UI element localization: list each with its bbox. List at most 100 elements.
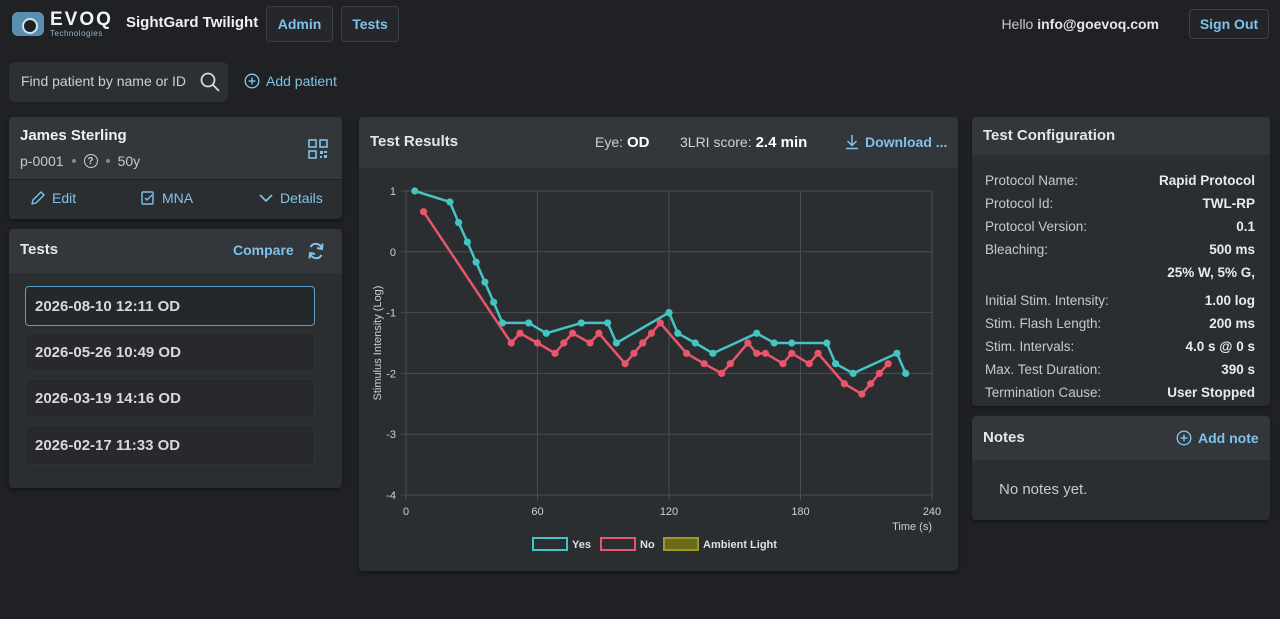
sign-out-button[interactable]: Sign Out: [1189, 9, 1269, 39]
config-value: Rapid Protocol: [1158, 173, 1255, 188]
legend-label: Yes: [572, 539, 591, 551]
app-title: SightGard Twilight: [126, 14, 259, 31]
refresh-icon[interactable]: [306, 241, 326, 261]
top-bar: EVOQ Technologies SightGard Twilight Adm…: [0, 0, 1280, 48]
notes-panel: Notes Add note No notes yet.: [972, 416, 1270, 520]
mna-button[interactable]: MNA: [140, 190, 193, 206]
legend-label: Ambient Light: [703, 539, 777, 551]
legend-swatch: [663, 537, 699, 551]
data-point-yes: [753, 329, 761, 337]
download-button[interactable]: Download ...: [845, 134, 947, 150]
y-tick-label: -4: [386, 490, 396, 502]
help-icon[interactable]: ?: [83, 154, 98, 168]
data-point-no: [814, 349, 822, 357]
data-point-yes: [498, 319, 507, 327]
config-header: Test Configuration: [972, 117, 1270, 155]
data-point-yes: [709, 349, 717, 357]
config-value: 0.1: [1236, 219, 1255, 234]
data-point-no: [718, 369, 726, 377]
add-note-label: Add note: [1198, 430, 1259, 446]
data-point-yes: [525, 319, 533, 327]
config-label: Protocol Version:: [985, 219, 1088, 234]
data-point-yes: [472, 258, 480, 266]
compare-button[interactable]: Compare: [233, 242, 294, 258]
data-point-yes: [490, 298, 498, 306]
data-point-no: [533, 339, 542, 347]
eye-label: Eye:: [595, 134, 624, 150]
admin-nav-button[interactable]: Admin: [266, 6, 333, 42]
data-point-no: [551, 349, 559, 357]
config-value: TWL-RP: [1202, 196, 1255, 211]
tests-header: Tests Compare: [9, 229, 342, 273]
data-point-yes: [902, 369, 910, 377]
y-tick-label: -1: [386, 308, 396, 320]
config-label: Termination Cause:: [985, 385, 1102, 400]
data-point-no: [516, 329, 524, 337]
data-point-yes: [665, 309, 673, 317]
test-list-item[interactable]: 2026-02-17 11:33 OD: [25, 425, 315, 465]
mna-label: MNA: [162, 190, 194, 206]
config-label: Max. Test Duration:: [985, 362, 1102, 377]
config-value-secondary: 25% W, 5% G,: [1167, 265, 1255, 280]
x-tick-label: 180: [791, 506, 809, 518]
x-axis-label: Time (s): [892, 521, 932, 533]
data-point-no: [779, 360, 787, 368]
config-label: Stim. Intervals:: [985, 339, 1075, 354]
config-value: 200 ms: [1209, 316, 1255, 331]
config-value: 4.0 s @ 0 s: [1185, 339, 1255, 354]
add-note-button[interactable]: Add note: [1176, 430, 1259, 446]
data-point-no: [875, 369, 884, 377]
config-value: User Stopped: [1167, 385, 1255, 400]
data-point-yes: [612, 339, 620, 347]
data-point-yes: [542, 329, 550, 337]
y-tick-label: -3: [386, 429, 396, 441]
qr-code-icon[interactable]: [308, 139, 328, 159]
checklist-icon: [141, 191, 154, 205]
separator-dot: [71, 159, 76, 163]
data-point-no: [753, 349, 761, 357]
tests-nav-button[interactable]: Tests: [341, 6, 399, 42]
data-point-yes: [823, 339, 831, 347]
results-title: Test Results: [370, 133, 459, 150]
config-value: 390 s: [1221, 362, 1255, 377]
patient-name: James Sterling: [20, 127, 127, 144]
data-point-no: [682, 349, 691, 357]
data-point-yes: [831, 360, 840, 368]
tests-panel: Tests Compare 2026-08-10 12:11 OD 2026-0…: [9, 229, 342, 488]
x-tick-label: 240: [923, 506, 941, 518]
patient-age: 50y: [117, 153, 141, 169]
data-point-yes: [463, 238, 471, 246]
data-point-no: [867, 380, 875, 388]
add-patient-button[interactable]: Add patient: [244, 73, 337, 89]
config-title: Test Configuration: [983, 127, 1116, 144]
edit-patient-button[interactable]: Edit: [30, 190, 76, 206]
config-value: 500 ms: [1209, 242, 1255, 257]
patient-id: p-0001: [20, 153, 64, 169]
plus-circle-icon: [1176, 430, 1192, 446]
search-icon[interactable]: [200, 72, 220, 92]
results-header: Test Results Eye: OD 3LRI score: 2.4 min D…: [359, 117, 958, 168]
greeting: Hello info@goevoq.com: [1001, 16, 1159, 32]
data-point-no: [761, 349, 770, 357]
dark-adaptation-chart: 0 60 120 180 240 1 0 -1 -2 -3 -4 Time (s) Stimulus I…: [359, 168, 958, 568]
data-point-no: [726, 360, 734, 368]
edit-label: Edit: [52, 190, 77, 206]
legend-swatch: [532, 537, 568, 551]
test-list-item[interactable]: 2026-05-26 10:49 OD: [25, 332, 315, 372]
search-input[interactable]: [21, 73, 196, 89]
details-button[interactable]: Details: [258, 190, 323, 206]
user-email: info@goevoq.com: [1037, 16, 1159, 32]
data-point-no: [586, 339, 594, 347]
y-axis-label: Stimulus Intensity (Log): [372, 286, 384, 401]
data-point-yes: [411, 187, 419, 195]
patient-card: James Sterling p-0001 ? 50y Edit: [9, 117, 342, 219]
data-point-yes: [893, 349, 901, 357]
config-label: Stim. Flash Length:: [985, 316, 1102, 331]
data-point-yes: [455, 219, 463, 227]
download-label: Download ...: [865, 134, 948, 150]
data-point-no: [595, 329, 603, 337]
chevron-down-icon: [259, 194, 273, 203]
test-list-item[interactable]: 2026-03-19 14:16 OD: [25, 378, 315, 418]
test-list-item[interactable]: 2026-08-10 12:11 OD: [25, 286, 315, 326]
data-point-no: [568, 329, 577, 337]
